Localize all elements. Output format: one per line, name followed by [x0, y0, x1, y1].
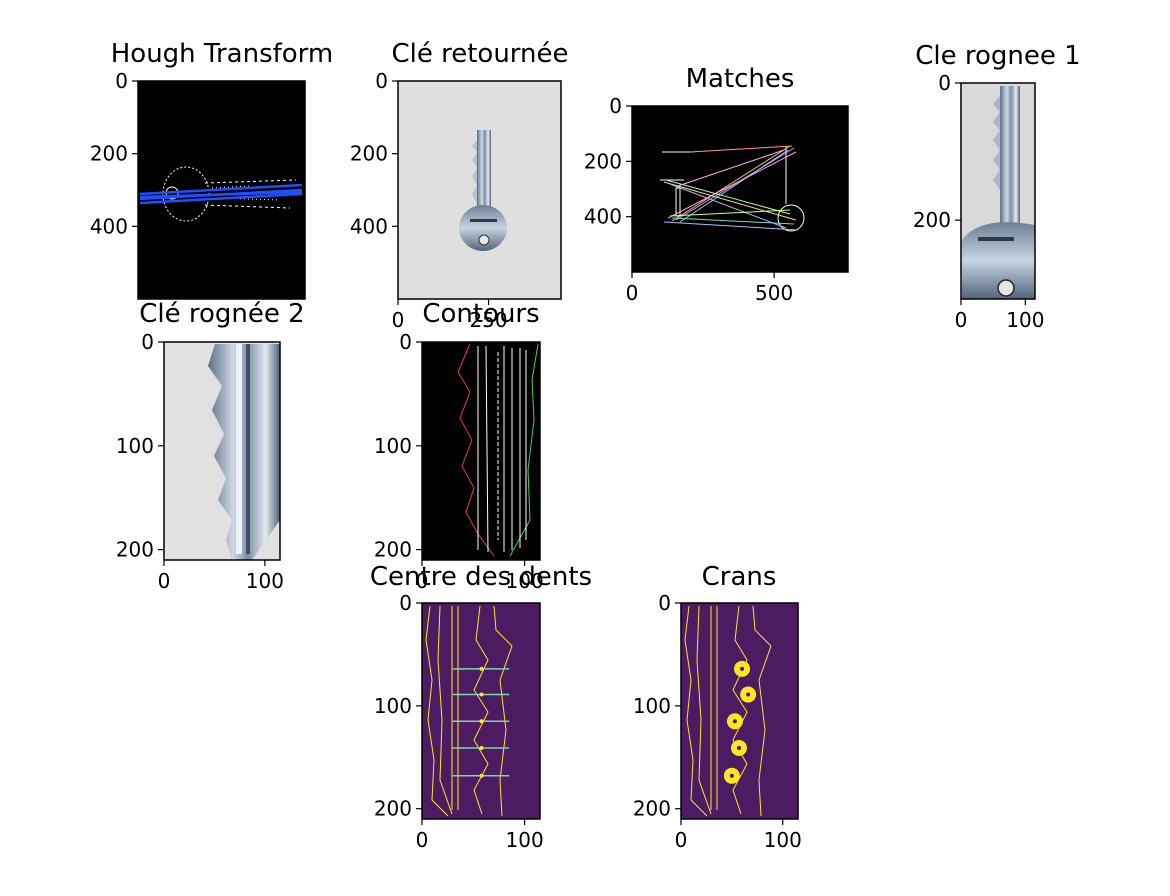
ytick-label: 200: [374, 797, 412, 821]
xtick-label: 100: [506, 828, 544, 852]
panel-rognee2: [163, 341, 281, 561]
title-rognee2: Clé rognée 2: [139, 299, 304, 329]
crans-contours: [684, 605, 772, 817]
title-contours: Contours: [422, 299, 539, 329]
ytick-label: 0: [399, 330, 412, 354]
panel-matches: [631, 105, 849, 273]
xtick-label: 0: [955, 308, 968, 332]
xtick-label: 100: [1006, 308, 1044, 332]
ytick-label: 0: [115, 69, 128, 93]
ytick-label: 0: [938, 71, 951, 95]
ytick-label: 0: [399, 591, 412, 615]
xtick-label: 0: [626, 281, 639, 305]
ytick-label: 0: [658, 591, 671, 615]
centre-tooth-markers: [452, 666, 510, 778]
xtick-label: 0: [158, 569, 171, 593]
centre-image: [422, 603, 540, 819]
title-matches: Matches: [686, 64, 795, 94]
crans-notch-markers: [723, 660, 757, 784]
xtick-label: 0: [392, 308, 405, 332]
ytick-label: 200: [913, 208, 951, 232]
ytick-label: 400: [584, 205, 622, 229]
panel-contours: [421, 341, 541, 561]
ytick-label: 100: [116, 434, 154, 458]
contours-image: [422, 342, 540, 560]
title-rognee1: Cle rognee 1: [915, 41, 1080, 71]
xtick-label: 100: [506, 569, 544, 593]
notch-marker-core: [746, 692, 751, 697]
hough-lines: [139, 183, 303, 205]
matches-lines: [663, 145, 799, 231]
ytick-label: 200: [374, 538, 412, 562]
panel-rognee1: [960, 82, 1036, 300]
contours-lines: [457, 343, 539, 557]
ytick-label: 100: [374, 434, 412, 458]
tooth-centre-point: [479, 719, 484, 724]
matches-image: [632, 106, 848, 272]
ytick-label: 400: [90, 214, 128, 238]
title-centre: Centre des dents: [370, 562, 592, 592]
ytick-label: 100: [633, 694, 671, 718]
title-retournee: Clé retournée: [391, 39, 568, 69]
xtick-label: 500: [755, 281, 793, 305]
retournee-key: [459, 130, 507, 251]
ytick-label: 200: [633, 797, 671, 821]
panel-hough: [137, 80, 306, 300]
xtick-label: 100: [764, 828, 802, 852]
xtick-label: 0: [416, 828, 429, 852]
notch-marker-core: [732, 719, 737, 724]
ytick-label: 400: [350, 214, 388, 238]
ytick-label: 0: [609, 94, 622, 118]
tooth-centre-point: [479, 666, 484, 671]
notch-marker-core: [740, 666, 745, 671]
ytick-label: 200: [350, 142, 388, 166]
tooth-centre-point: [479, 692, 484, 697]
title-crans: Crans: [702, 562, 777, 592]
rognee2-key: [208, 344, 280, 560]
ytick-label: 200: [90, 142, 128, 166]
ytick-label: 200: [116, 538, 154, 562]
rognee1-key: [962, 86, 1035, 299]
xtick-label: 100: [246, 569, 284, 593]
xtick-label: 0: [675, 828, 688, 852]
ytick-label: 0: [375, 69, 388, 93]
notch-marker-core: [736, 746, 741, 751]
panel-centre: [421, 602, 541, 820]
xtick-label: 0: [416, 569, 429, 593]
panel-crans: [680, 602, 799, 820]
ytick-label: 0: [141, 330, 154, 354]
tooth-centre-point: [479, 746, 484, 751]
ytick-label: 100: [374, 694, 412, 718]
tooth-centre-point: [479, 773, 484, 778]
crans-image: [681, 603, 798, 819]
notch-marker-core: [729, 773, 734, 778]
panel-retournee: [397, 80, 562, 300]
ytick-label: 200: [584, 149, 622, 173]
title-hough: Hough Transform: [111, 39, 334, 69]
xtick-label: 250: [469, 308, 507, 332]
